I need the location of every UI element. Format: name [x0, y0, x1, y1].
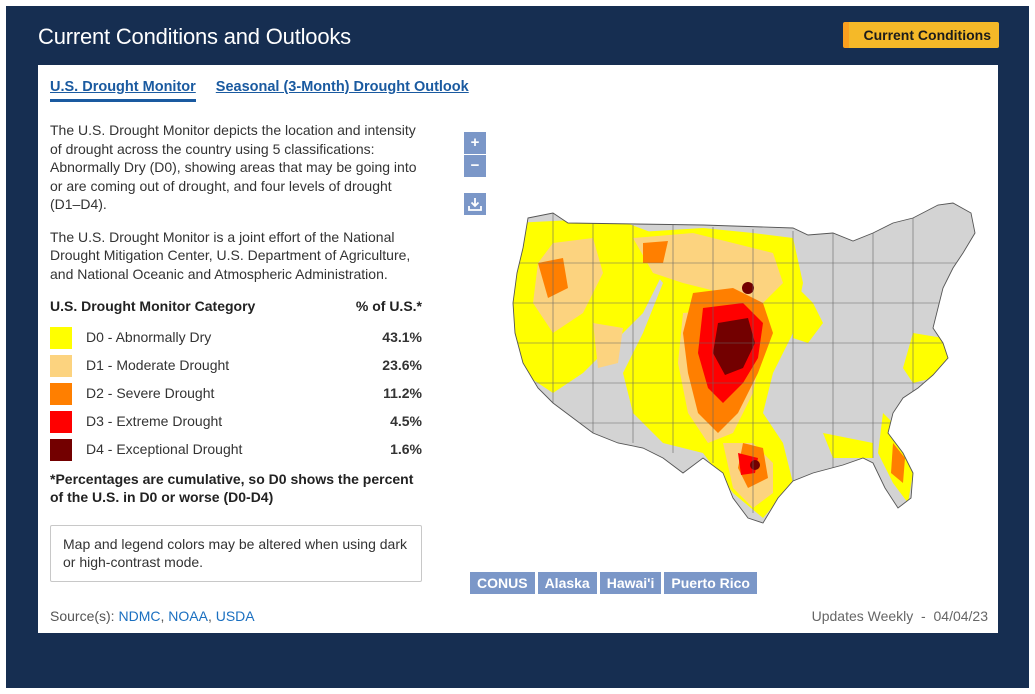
source-link-usda[interactable]: USDA — [215, 608, 255, 624]
legend-swatch-d2 — [50, 382, 72, 405]
region-tab-conus[interactable]: CONUS — [470, 572, 535, 594]
tab-seasonal-outlook[interactable]: Seasonal (3-Month) Drought Outlook — [215, 79, 469, 95]
source-link-noaa[interactable]: NOAA — [168, 608, 208, 624]
description-paragraph-2: The U.S. Drought Monitor is a joint effo… — [50, 228, 411, 282]
legend-percent: 43.1% — [382, 329, 422, 346]
legend-swatch-d3 — [50, 410, 72, 433]
region-tab-hawaii[interactable]: Hawai'i — [599, 572, 662, 594]
legend-swatch-d1 — [50, 354, 72, 377]
legend-row-d4: D4 - Exceptional Drought 1.6% — [50, 436, 422, 464]
legend-label: D4 - Exceptional Drought — [86, 441, 243, 458]
legend-swatch-d0 — [50, 326, 72, 349]
page-title: Current Conditions and Outlooks — [38, 24, 351, 49]
legend-row-d0: D0 - Abnormally Dry 43.1% — [50, 324, 422, 352]
description-paragraph-1: The U.S. Drought Monitor depicts the loc… — [50, 122, 417, 212]
us-outline — [512, 202, 976, 524]
legend-label: D0 - Abnormally Dry — [86, 329, 212, 346]
outer-frame: Current Conditions and Outlooks Current … — [6, 6, 1029, 688]
source-line: Source(s): NDMC, NOAA, USDA — [50, 608, 255, 624]
current-conditions-button[interactable]: Current Conditions — [843, 22, 999, 48]
region-tabs: CONUS Alaska Hawai'i Puerto Rico — [470, 572, 757, 594]
map-layers — [513, 203, 975, 523]
legend-percent: 23.6% — [382, 357, 422, 374]
region-tab-puerto-rico[interactable]: Puerto Rico — [664, 572, 757, 594]
legend-row-d2: D2 - Severe Drought 11.2% — [50, 380, 422, 408]
legend-percent: 11.2% — [383, 385, 422, 402]
legend-category-header: U.S. Drought Monitor Category — [50, 298, 256, 314]
legend-label: D3 - Extreme Drought — [86, 413, 223, 430]
contrast-mode-alert: Map and legend colors may be altered whe… — [50, 524, 422, 582]
legend-label: D2 - Severe Drought — [86, 385, 215, 402]
legend-header: U.S. Drought Monitor Category % of U.S.* — [50, 297, 422, 316]
legend-row-d1: D1 - Moderate Drought 23.6% — [50, 352, 422, 380]
state-borders — [513, 213, 973, 513]
content-panel: U.S. Drought Monitor Seasonal (3-Month) … — [38, 65, 998, 633]
zoom-out-button[interactable]: − — [464, 155, 486, 177]
legend-label: D1 - Moderate Drought — [86, 357, 230, 374]
legend-percent-header: % of U.S.* — [355, 298, 422, 314]
legend-percent: 4.5% — [390, 413, 422, 430]
legend-note: *Percentages are cumulative, so D0 shows… — [50, 470, 414, 506]
source-prefix: Source(s): — [50, 608, 119, 624]
legend-swatch-d4 — [50, 438, 72, 461]
region-tab-alaska[interactable]: Alaska — [537, 572, 597, 594]
update-frequency: Updates Weekly - 04/04/23 — [811, 608, 988, 624]
tab-bar: U.S. Drought Monitor Seasonal (3-Month) … — [50, 79, 469, 102]
description-column: The U.S. Drought Monitor depicts the loc… — [50, 121, 422, 582]
tab-drought-monitor[interactable]: U.S. Drought Monitor — [50, 79, 196, 102]
drought-map[interactable] — [493, 113, 993, 533]
source-link-ndmc[interactable]: NDMC — [118, 608, 161, 624]
legend-percent: 1.6% — [390, 441, 422, 458]
download-icon[interactable] — [464, 193, 486, 215]
legend-row-d3: D3 - Extreme Drought 4.5% — [50, 408, 422, 436]
zoom-in-button[interactable]: + — [464, 132, 486, 154]
